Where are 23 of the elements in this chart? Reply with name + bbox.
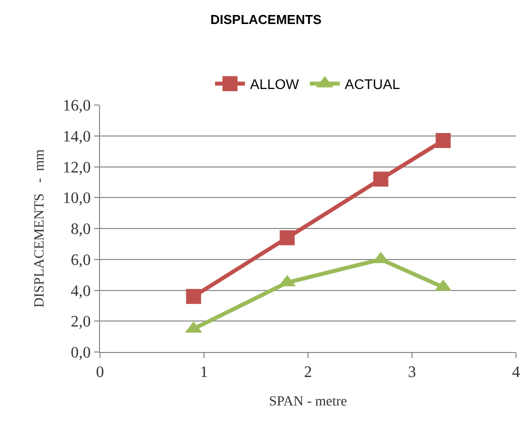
y-tick-label: 2,0 [70, 314, 91, 331]
x-tick-label: 4 [512, 364, 520, 382]
legend-label: ALLOW [250, 76, 300, 92]
x-tick-label: 2 [304, 364, 312, 382]
y-tick-label: 16,0 [62, 98, 91, 115]
legend-label: ACTUAL [344, 76, 400, 92]
y-tick-label: 0,0 [70, 344, 91, 362]
x-axis-title: SPAN - metre [268, 394, 348, 410]
y-tick-label: 4,0 [70, 282, 91, 300]
y-tick-label: 8,0 [70, 221, 91, 238]
chart-title: DISPLACEMENTS [210, 12, 322, 27]
y-tick-label: 10,0 [62, 190, 91, 208]
point [436, 133, 451, 148]
y-tick-label: 6,0 [70, 252, 91, 269]
x-tick-label: 0 [96, 364, 104, 382]
y-axis-title: DISPLACEMENTS - mm [32, 149, 48, 308]
x-tick-label: 1 [200, 364, 208, 382]
y-tick-label: 14,0 [62, 128, 91, 146]
point [280, 230, 295, 246]
point [186, 288, 202, 304]
y-tick-label: 12,0 [62, 159, 91, 176]
x-tick-label: 3 [408, 364, 416, 382]
point [373, 172, 388, 187]
